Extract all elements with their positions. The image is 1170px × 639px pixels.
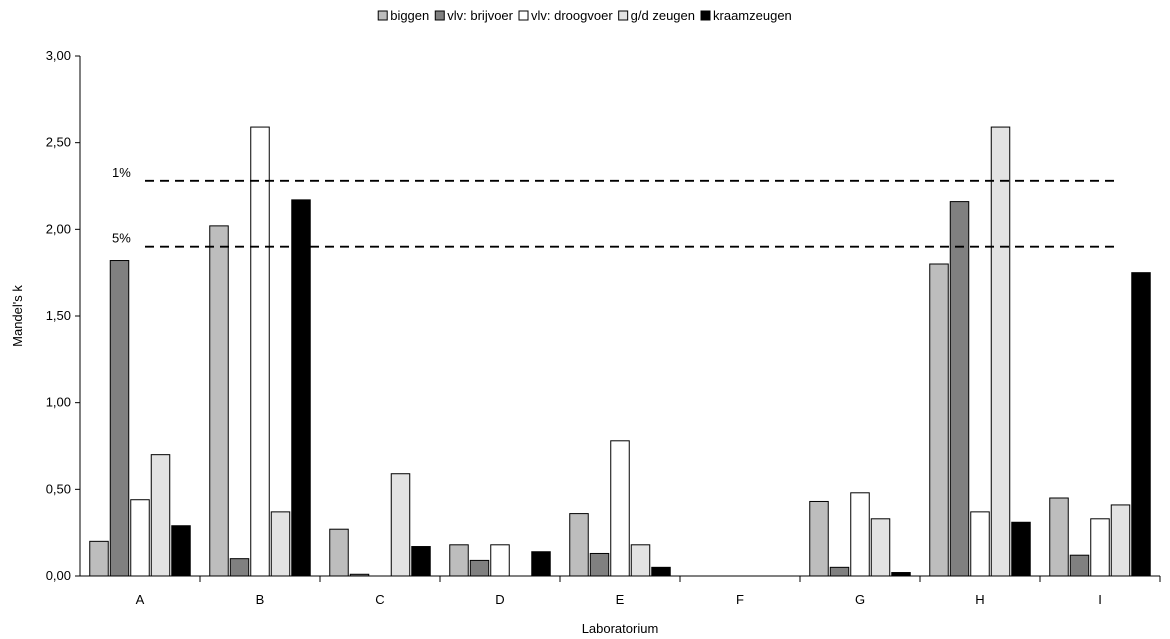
bar <box>209 225 229 577</box>
bar <box>329 528 349 577</box>
legend-swatch <box>377 10 388 21</box>
x-tick-label: I <box>1098 592 1102 607</box>
legend-label: biggen <box>390 8 429 23</box>
bar <box>1049 497 1069 577</box>
bar <box>1110 504 1131 577</box>
bar <box>990 126 1011 577</box>
legend-swatch <box>434 10 445 21</box>
y-tick-label: 0,00 <box>46 568 71 583</box>
bar <box>929 263 949 577</box>
bar <box>610 440 630 577</box>
legend-label: g/d zeugen <box>631 8 695 23</box>
bar <box>870 518 891 577</box>
bar <box>390 473 411 577</box>
bar <box>970 511 990 577</box>
bar <box>291 199 311 577</box>
bar <box>469 559 490 577</box>
bar <box>229 558 250 577</box>
bar <box>89 540 109 577</box>
legend-item: vlv: droogvoer <box>518 8 613 23</box>
bar <box>651 566 671 577</box>
bar <box>891 572 911 577</box>
bar <box>630 544 651 577</box>
bar <box>949 201 970 577</box>
x-tick-label: G <box>855 592 865 607</box>
plot-area: 0,00 0,50 1,00 1,50 2,00 2,50 3,00 A B C D E F G H I 1% 5… <box>46 48 1161 607</box>
bar <box>411 546 431 577</box>
bar <box>829 566 850 577</box>
bar <box>449 544 469 577</box>
bar <box>531 551 551 577</box>
y-tick-label: 1,00 <box>46 395 71 410</box>
x-tick-label: H <box>975 592 984 607</box>
bar <box>850 492 870 577</box>
legend-label: vlv: brijvoer <box>447 8 513 23</box>
bar <box>569 513 589 577</box>
x-tick-label: A <box>136 592 145 607</box>
bar <box>1131 272 1151 577</box>
y-tick-label: 2,00 <box>46 221 71 236</box>
legend-swatch <box>618 10 629 21</box>
bar <box>250 126 270 577</box>
y-tick-label: 0,50 <box>46 481 71 496</box>
legend-item: biggen <box>377 8 429 23</box>
legend-swatch <box>700 10 711 21</box>
bar <box>1011 521 1031 577</box>
bar <box>130 499 150 577</box>
bar <box>809 500 829 577</box>
legend-item: vlv: brijvoer <box>434 8 514 23</box>
x-tick-label: F <box>736 592 744 607</box>
legend-item: kraamzeugen <box>700 8 792 23</box>
legend-label: kraamzeugen <box>713 8 792 23</box>
legend-swatch <box>518 10 529 21</box>
bar <box>171 525 191 577</box>
y-tick-label: 1,50 <box>46 308 71 323</box>
bar <box>349 573 370 577</box>
bar <box>109 260 130 577</box>
y-tick-label: 2,50 <box>46 135 71 150</box>
y-tick-label: 3,00 <box>46 48 71 63</box>
legend-label: vlv: droogvoer <box>531 8 613 23</box>
reference-line-label: 5% <box>112 231 131 246</box>
x-tick-label: C <box>375 592 384 607</box>
bar <box>150 454 171 577</box>
x-tick-label: D <box>495 592 504 607</box>
legend: biggen vlv: brijvoer vlv: droogvoer g/d zeu… <box>377 8 792 23</box>
bar <box>1069 554 1090 577</box>
bar <box>490 544 510 577</box>
bar <box>270 511 291 577</box>
reference-line-label: 1% <box>112 165 131 180</box>
bar <box>1090 518 1110 577</box>
x-tick-label: B <box>256 592 265 607</box>
x-axis-label: Laboratorium <box>582 621 659 636</box>
x-tick-label: E <box>616 592 625 607</box>
legend-item: g/d zeugen <box>618 8 695 23</box>
y-axis-label: Mandel's k <box>10 285 25 347</box>
bar <box>589 552 610 577</box>
